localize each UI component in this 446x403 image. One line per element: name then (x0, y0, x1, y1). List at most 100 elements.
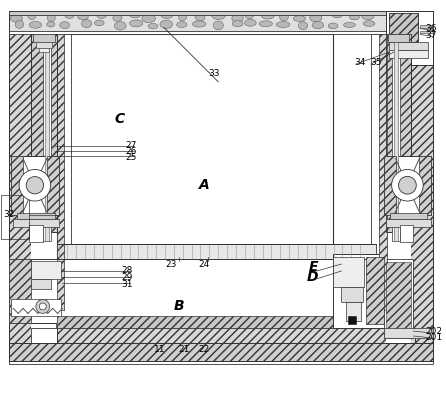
Bar (33, 35, 54, 42)
Text: 26: 26 (126, 147, 137, 156)
Bar (384, 328, 433, 338)
Ellipse shape (177, 22, 187, 27)
Bar (386, 35, 411, 232)
Ellipse shape (60, 22, 70, 29)
Ellipse shape (129, 12, 141, 18)
Ellipse shape (65, 13, 74, 19)
Ellipse shape (276, 22, 290, 27)
Text: 31: 31 (122, 280, 133, 289)
Ellipse shape (28, 11, 36, 19)
Ellipse shape (293, 16, 306, 21)
Ellipse shape (10, 15, 22, 22)
Ellipse shape (212, 11, 225, 19)
Bar (333, 254, 386, 328)
Bar (47, 156, 58, 215)
Bar (31, 35, 57, 232)
Bar (9, 11, 433, 364)
Bar (371, 35, 386, 310)
Bar (388, 35, 409, 42)
Ellipse shape (312, 22, 324, 29)
Text: 37: 37 (425, 31, 437, 40)
Bar (9, 11, 57, 343)
Ellipse shape (36, 299, 50, 314)
Ellipse shape (328, 23, 338, 29)
Text: 28: 28 (122, 266, 133, 276)
Bar (17, 213, 54, 219)
Bar (9, 11, 386, 15)
Text: A: A (198, 178, 209, 192)
Ellipse shape (29, 21, 41, 28)
Bar (57, 35, 71, 310)
Ellipse shape (193, 21, 206, 27)
Ellipse shape (310, 14, 322, 22)
Ellipse shape (78, 14, 88, 20)
Ellipse shape (148, 23, 158, 29)
Bar (56, 316, 392, 328)
Ellipse shape (343, 23, 355, 27)
Bar (9, 11, 57, 343)
Text: 25: 25 (126, 153, 137, 162)
Text: D: D (307, 270, 318, 284)
Ellipse shape (19, 170, 51, 201)
Bar (386, 11, 433, 65)
Ellipse shape (213, 21, 223, 30)
Bar (386, 11, 411, 343)
Text: 33: 33 (208, 69, 220, 78)
Bar (9, 31, 386, 35)
Bar (57, 35, 65, 310)
Ellipse shape (259, 21, 273, 27)
Text: 21: 21 (179, 345, 190, 354)
Bar (348, 316, 356, 324)
Bar (366, 257, 384, 324)
Text: 202: 202 (425, 326, 442, 336)
Ellipse shape (392, 170, 423, 201)
Ellipse shape (161, 12, 173, 19)
Bar (9, 11, 386, 33)
Ellipse shape (15, 21, 24, 28)
Bar (31, 328, 415, 343)
Bar (31, 11, 57, 343)
Bar (389, 50, 428, 58)
Ellipse shape (160, 20, 173, 29)
Bar (389, 42, 428, 50)
Text: C: C (115, 112, 125, 126)
Text: 24: 24 (198, 260, 210, 268)
Bar (9, 259, 31, 323)
Bar (384, 156, 431, 215)
Bar (420, 25, 433, 27)
Bar (57, 35, 333, 261)
Bar (9, 343, 433, 361)
Ellipse shape (47, 22, 55, 27)
Bar (379, 35, 387, 310)
Bar (11, 156, 23, 215)
Text: B: B (174, 299, 185, 314)
Ellipse shape (232, 21, 243, 27)
Bar (9, 343, 433, 361)
Text: 11: 11 (154, 345, 165, 354)
Bar (400, 224, 413, 242)
Bar (1, 195, 29, 239)
Text: 36: 36 (425, 24, 437, 33)
Bar (13, 219, 58, 226)
Bar (386, 262, 411, 335)
Bar (392, 35, 400, 241)
Bar (386, 219, 431, 226)
Bar (386, 11, 433, 343)
Ellipse shape (130, 20, 143, 27)
Bar (57, 259, 333, 326)
Ellipse shape (115, 22, 126, 30)
Ellipse shape (39, 303, 46, 310)
Text: 22: 22 (198, 345, 210, 354)
Ellipse shape (350, 15, 359, 20)
Bar (29, 224, 43, 242)
Ellipse shape (178, 12, 186, 21)
Bar (31, 35, 57, 232)
Bar (31, 328, 415, 343)
Bar (36, 42, 52, 48)
Bar (11, 299, 61, 316)
Ellipse shape (298, 22, 308, 29)
Text: E: E (309, 260, 318, 274)
Bar (346, 301, 361, 321)
Ellipse shape (362, 12, 374, 20)
Ellipse shape (245, 19, 256, 26)
